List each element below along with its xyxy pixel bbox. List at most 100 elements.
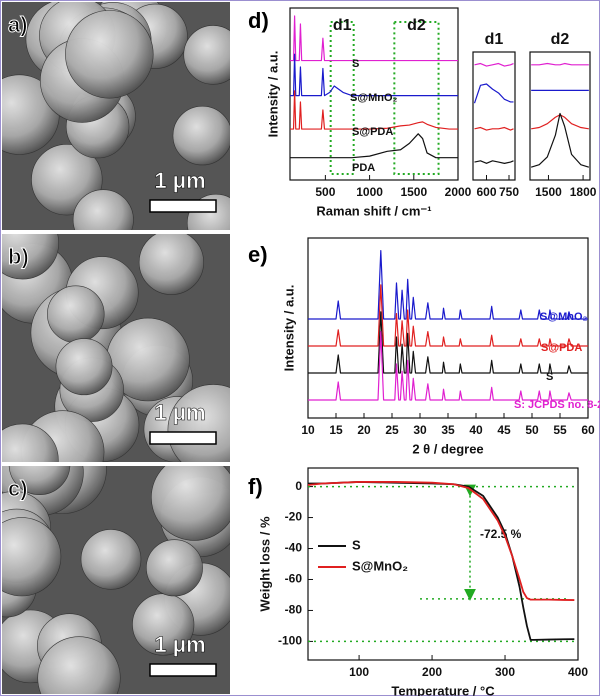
series-label: S@PDA <box>352 126 393 138</box>
x-tick-label: 200 <box>422 665 442 679</box>
panel-label: a) <box>8 12 28 37</box>
y-axis-label: Weight loss / % <box>257 516 272 612</box>
x-tick-label: 35 <box>441 423 455 437</box>
plot-frame <box>307 467 579 661</box>
series-line <box>531 62 589 66</box>
particle <box>183 25 230 85</box>
y-tick-label: -20 <box>285 510 303 524</box>
particle <box>2 517 62 597</box>
x-tick-label: 100 <box>349 665 369 679</box>
particle <box>37 636 121 694</box>
x-tick-label: 300 <box>495 665 515 679</box>
x-axis-label: 2 θ / degree <box>412 441 483 456</box>
scale-bar-label: 1 μm <box>154 168 205 193</box>
series-label: S@PDA <box>541 342 582 354</box>
scale-bar <box>149 663 217 677</box>
plot-frame <box>529 51 591 181</box>
particle <box>145 539 203 597</box>
scale-bar <box>149 199 217 213</box>
series-line <box>290 133 458 159</box>
x-tick-label: 2000 <box>445 185 472 199</box>
series-line <box>290 15 458 62</box>
particle <box>47 285 105 343</box>
region-label: d1 <box>333 17 352 34</box>
y-axis-label: Intensity / a.u. <box>265 51 280 138</box>
x-tick-label: 20 <box>357 423 371 437</box>
series-line <box>474 160 514 164</box>
series-line <box>530 112 590 168</box>
x-tick-label: 1500 <box>535 185 562 199</box>
x-tick-label: 10 <box>301 423 315 437</box>
particle <box>72 189 134 230</box>
x-tick-label: 750 <box>499 185 519 199</box>
annotation: -72.5 % <box>480 527 522 541</box>
series-line <box>473 83 514 104</box>
particle <box>167 384 230 462</box>
x-axis-label: Raman shift / cm⁻¹ <box>316 203 431 218</box>
particle <box>151 466 230 541</box>
scale-bar-label: 1 μm <box>154 632 205 657</box>
panel-label: b) <box>8 244 29 269</box>
sem-content <box>2 466 230 694</box>
legend-label: S@MnO₂ <box>352 558 408 573</box>
series-line <box>290 53 458 97</box>
series-line <box>308 331 588 401</box>
series-line <box>308 250 588 320</box>
series-line <box>290 90 458 130</box>
x-tick-label: 600 <box>476 185 496 199</box>
particle <box>8 466 71 495</box>
series-line <box>307 481 575 601</box>
x-axis-label: Temperature / °C <box>391 683 495 696</box>
panel-label: c) <box>8 476 28 501</box>
particle <box>65 10 154 99</box>
series-line <box>474 62 514 67</box>
particle <box>80 529 142 590</box>
series-label: S <box>352 58 359 70</box>
scale-bar-label: 1 μm <box>154 400 205 425</box>
series-label: PDA <box>352 162 375 174</box>
series-line <box>308 481 575 641</box>
x-tick-label: 40 <box>469 423 483 437</box>
particle <box>2 423 59 462</box>
series-line <box>474 126 514 131</box>
series-label: S@MnO₂ <box>540 311 588 323</box>
sem-content <box>2 2 230 230</box>
series-line <box>531 114 589 130</box>
x-tick-label: 55 <box>553 423 567 437</box>
particle <box>172 105 230 166</box>
y-tick-label: 0 <box>295 479 302 493</box>
series-label: S@MnO₂ <box>350 92 398 104</box>
sem-image <box>2 234 230 462</box>
x-tick-label: 50 <box>525 423 539 437</box>
series-line <box>308 311 588 374</box>
scale-bar <box>149 431 217 445</box>
sem-content <box>2 234 230 462</box>
x-tick-label: 1800 <box>570 185 597 199</box>
x-tick-label: 25 <box>385 423 399 437</box>
panel-label: d) <box>248 8 269 33</box>
x-tick-label: 400 <box>568 665 588 679</box>
x-tick-label: 30 <box>413 423 427 437</box>
plot-frame <box>289 7 459 181</box>
sem-image <box>2 466 230 694</box>
y-tick-label: -80 <box>285 603 303 617</box>
series-label: S: JCPDS no. 8-247 <box>514 399 600 411</box>
series-label: S <box>546 371 553 383</box>
region-box <box>393 21 440 175</box>
y-tick-label: -60 <box>285 572 303 586</box>
x-tick-label: 1000 <box>356 185 383 199</box>
series-line <box>308 284 588 347</box>
x-tick-label: 45 <box>497 423 511 437</box>
region-label: d2 <box>407 17 426 34</box>
plot-frame <box>307 237 589 419</box>
region-box <box>329 21 355 175</box>
y-axis-label: Intensity / a.u. <box>281 285 296 372</box>
panel-label: f) <box>248 474 263 499</box>
x-tick-label: 500 <box>315 185 335 199</box>
plot-frame <box>472 51 516 181</box>
panel-label: e) <box>248 242 268 267</box>
inset-label: d2 <box>551 31 570 48</box>
inset-label: d1 <box>485 31 504 48</box>
y-tick-label: -40 <box>285 541 303 555</box>
particle <box>138 234 204 295</box>
